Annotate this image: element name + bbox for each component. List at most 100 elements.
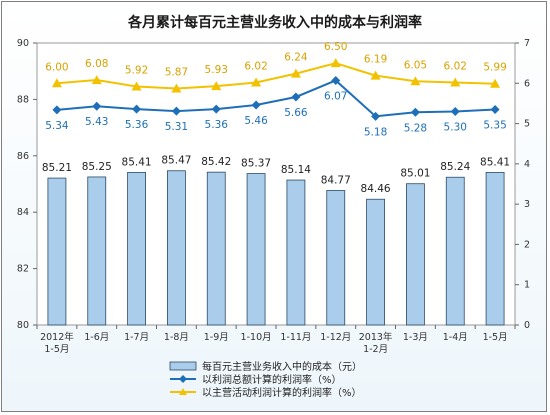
total-profit-margin-line: [56, 79, 496, 118]
main-activity-margin-label: 6.00: [45, 61, 68, 73]
main-activity-margin-point: [211, 81, 222, 91]
legend-swatch-cost: [169, 361, 197, 371]
total-profit-margin-point: [410, 107, 420, 117]
right-axis-tick-label: 5: [524, 119, 530, 130]
cost-bar: [127, 172, 146, 326]
main-activity-margin-label: 6.08: [85, 58, 108, 70]
main-activity-margin-label: 5.92: [125, 65, 148, 77]
legend-label-cost: 每百元主营业务收入中的成本（元）: [202, 360, 362, 373]
main-activity-margin-point: [251, 77, 262, 87]
main-activity-margin-label: 6.02: [244, 60, 267, 72]
x-axis-tick-label: 1-12月: [320, 332, 351, 343]
x-axis-tick-label: 1-6月: [84, 332, 109, 343]
main-activity-margin-label: 6.02: [444, 60, 467, 72]
main-activity-margin-point: [131, 81, 142, 91]
x-axis-tick-label: 1-3月: [403, 332, 428, 343]
total-profit-margin-label: 5.66: [284, 107, 308, 119]
main-activity-margin-point: [490, 78, 501, 88]
legend-label-total-profit: 以利润总额计算的利润率（%）: [202, 373, 342, 386]
total-profit-margin-point: [331, 75, 341, 85]
main-activity-margin-point: [450, 77, 461, 87]
cost-bar-label: 85.01: [400, 168, 430, 180]
x-axis-tick-label: 2012年 1-5月: [40, 331, 74, 355]
main-activity-margin-point: [171, 83, 182, 93]
left-axis-tick-label: 82: [17, 264, 29, 275]
main-activity-margin-point: [410, 76, 421, 86]
total-profit-margin-label: 5.28: [404, 122, 427, 134]
x-axis-tick-label: 1-7月: [124, 332, 149, 343]
total-profit-margin-label: 5.30: [444, 121, 467, 133]
legend-label-main-activity: 以主营活动利润计算的利润率（%）: [202, 386, 362, 399]
cost-bar-label: 85.42: [201, 156, 231, 168]
right-axis-tick-label: 1: [524, 280, 530, 291]
main-activity-margin-point: [290, 68, 301, 78]
total-profit-margin-label: 5.34: [45, 120, 69, 132]
cost-bar: [246, 173, 266, 326]
total-profit-margin-label: 6.07: [324, 90, 347, 102]
total-profit-margin-point: [490, 104, 500, 114]
right-axis-tick-label: 3: [524, 199, 530, 210]
total-profit-margin-label: 5.18: [364, 126, 387, 138]
x-axis-tick-label: 1-10月: [241, 332, 272, 343]
main-activity-margin-label: 5.87: [165, 67, 188, 79]
cost-bar: [87, 176, 107, 326]
x-axis-tick-label: 1-8月: [164, 332, 189, 343]
main-activity-margin-label: 5.93: [205, 64, 228, 76]
total-profit-margin-label: 5.31: [165, 121, 188, 133]
main-activity-margin-point: [370, 70, 381, 80]
cost-bar-label: 85.14: [281, 164, 311, 176]
total-profit-margin-point: [251, 100, 261, 110]
total-profit-margin-point: [371, 111, 381, 121]
cost-bar-label: 85.41: [122, 156, 152, 168]
cost-bar: [206, 171, 226, 326]
main-activity-margin-label: 6.24: [284, 52, 308, 64]
left-axis-tick-label: 88: [17, 94, 29, 105]
x-axis-tick-label: 2013年 1-2月: [359, 331, 393, 355]
cost-bar: [485, 172, 505, 326]
x-axis-tick-label: 1-9月: [204, 332, 229, 343]
x-axis-tick-label: 1-5月: [483, 332, 508, 343]
left-axis-tick-label: 84: [17, 207, 29, 218]
right-axis-tick-label: 6: [524, 78, 530, 89]
total-profit-margin-point: [291, 92, 301, 102]
right-axis-tick-label: 7: [524, 38, 530, 49]
main-activity-margin-label: 5.99: [483, 62, 506, 74]
main-activity-margin-point: [91, 75, 102, 85]
cost-bar-label: 84.46: [361, 183, 391, 195]
cost-bar-label: 84.77: [321, 174, 351, 186]
total-profit-margin-label: 5.46: [244, 115, 268, 127]
cost-bar: [406, 183, 425, 326]
cost-bar: [445, 176, 465, 326]
total-profit-margin-point: [211, 104, 221, 114]
cost-bar: [167, 170, 186, 326]
total-profit-margin-label: 5.35: [483, 119, 506, 131]
cost-bar-label: 85.21: [42, 162, 72, 174]
total-profit-margin-label: 5.36: [205, 119, 229, 131]
cost-bar-label: 85.41: [480, 156, 510, 168]
cost-bar: [47, 177, 67, 326]
main-activity-margin-line: [56, 62, 496, 90]
legend-marker-total-profit: [179, 375, 187, 383]
left-axis-tick-label: 90: [17, 38, 29, 49]
plot-area: [36, 42, 516, 326]
total-profit-margin-point: [52, 105, 62, 115]
cost-bar-label: 85.25: [82, 161, 112, 173]
x-axis-tick-label: 1-11月: [280, 332, 311, 343]
main-activity-margin-point: [51, 78, 62, 88]
cost-bar-label: 85.47: [161, 155, 191, 167]
cost-bar: [326, 190, 346, 326]
total-profit-margin-point: [132, 104, 142, 114]
left-axis-tick-label: 86: [17, 151, 29, 162]
main-activity-margin-point: [330, 58, 341, 68]
cost-bar: [286, 179, 306, 326]
cost-bar: [366, 198, 385, 326]
right-axis-tick-label: 4: [524, 159, 530, 170]
legend-marker-main-activity: [179, 388, 187, 395]
main-activity-margin-label: 6.19: [364, 54, 387, 66]
main-activity-margin-label: 6.50: [324, 41, 347, 53]
main-activity-margin-label: 6.05: [404, 59, 427, 71]
right-axis-tick-label: 2: [524, 239, 530, 250]
x-axis-tick-label: 1-4月: [443, 332, 468, 343]
chart-title: 各月累计每百元主营业务收入中的成本与利润率: [128, 15, 422, 31]
